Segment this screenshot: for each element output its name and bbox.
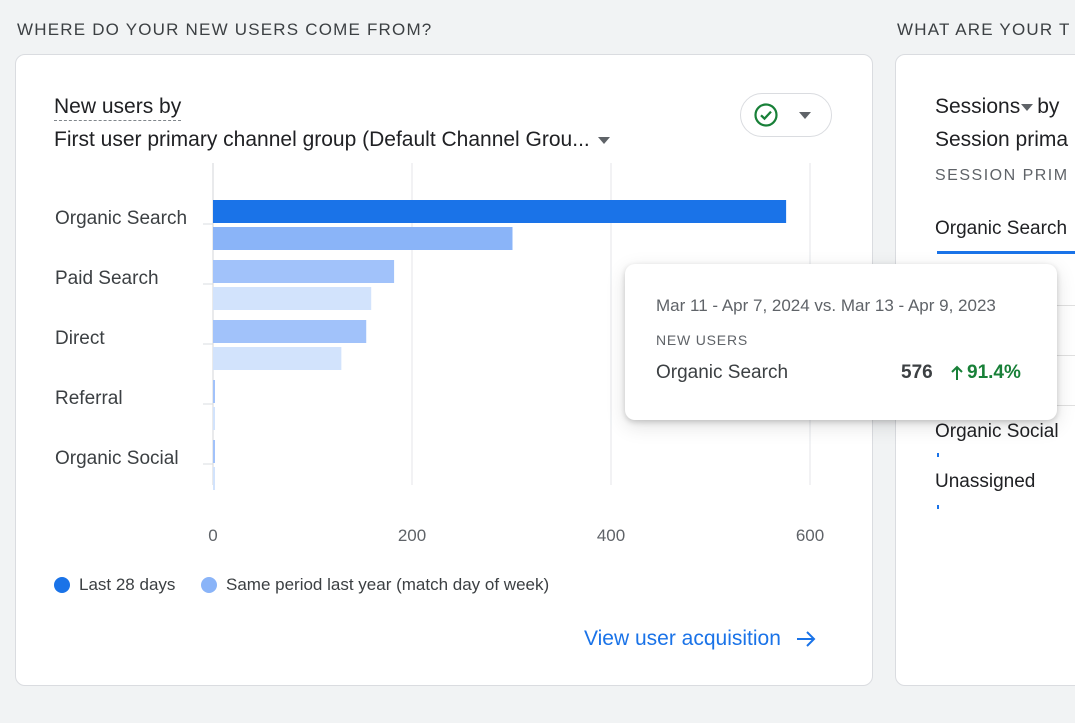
- legend-dot-icon: [201, 577, 217, 593]
- link-label: View user acquisition: [584, 627, 781, 650]
- legend-label: Same period last year (match day of week…: [226, 575, 550, 594]
- dimension-label: First user primary channel group (Defaul…: [54, 128, 590, 151]
- bar-previous: [213, 287, 372, 310]
- bar-previous: [213, 347, 342, 370]
- bar-current: [213, 200, 787, 223]
- view-user-acquisition-link[interactable]: View user acquisition: [584, 627, 817, 651]
- category-label: Organic Social: [55, 448, 179, 469]
- chevron-down-icon: [597, 136, 610, 144]
- x-tick-label: 600: [796, 526, 824, 545]
- bar-previous: [213, 407, 215, 430]
- category-label: Direct: [55, 328, 105, 349]
- list-item[interactable]: Unassigned: [935, 471, 1036, 492]
- bar-current: [213, 380, 215, 403]
- bar-previous: [213, 467, 215, 490]
- tooltip-date-range: Mar 11 - Apr 7, 2024 vs. Mar 13 - Apr 9,…: [656, 296, 996, 315]
- chevron-down-icon: [1021, 103, 1034, 111]
- tooltip-row-label: Organic Search: [656, 362, 789, 383]
- legend-item-previous[interactable]: Same period last year (match day of week…: [201, 575, 549, 595]
- sessions-metric-selector[interactable]: Sessions by: [935, 95, 1060, 118]
- bar-chart: 0 200 400 600 Organic Search Paid Search Direc…: [55, 163, 824, 545]
- section-title-traffic: WHAT ARE YOUR T: [897, 20, 1071, 39]
- mini-bar: [937, 505, 939, 509]
- mini-bar: [937, 453, 939, 457]
- comparison-toggle-button[interactable]: [740, 93, 832, 137]
- bar-current: [213, 260, 395, 283]
- x-tick-label: 400: [597, 526, 625, 545]
- check-circle-icon: [754, 103, 778, 127]
- legend-dot-icon: [54, 577, 70, 593]
- bar-current: [213, 320, 367, 343]
- row-divider: [1056, 405, 1075, 406]
- tooltip-metric: NEW USERS: [656, 332, 748, 348]
- tab-organic-search[interactable]: Organic Search: [935, 218, 1068, 239]
- list-item[interactable]: Organic Social: [935, 421, 1059, 442]
- category-label: Organic Search: [55, 208, 187, 229]
- card-title-metric[interactable]: New users by: [54, 95, 182, 121]
- selected-tab-indicator: [937, 251, 1075, 254]
- chevron-down-icon: [799, 112, 811, 119]
- x-tick-label: 0: [208, 526, 217, 545]
- section-title-new-users: WHERE DO YOUR NEW USERS COME FROM?: [17, 20, 433, 39]
- column-header[interactable]: SESSION PRIM: [935, 167, 1069, 184]
- category-label: Paid Search: [55, 268, 159, 289]
- category-label: Referral: [55, 388, 123, 409]
- row-divider: [1056, 305, 1075, 306]
- legend-item-current[interactable]: Last 28 days: [54, 575, 175, 595]
- arrow-up-icon: [951, 365, 963, 380]
- dimension-selector[interactable]: First user primary channel group (Defaul…: [54, 128, 610, 152]
- x-tick-label: 200: [398, 526, 426, 545]
- chart-tooltip: Mar 11 - Apr 7, 2024 vs. Mar 13 - Apr 9,…: [625, 264, 1057, 420]
- session-dimension-selector[interactable]: Session prima: [935, 128, 1069, 151]
- bar-previous: [213, 227, 513, 250]
- bar-current: [213, 440, 215, 463]
- tooltip-change-value: 91.4%: [967, 362, 1021, 383]
- tooltip-value: 576: [901, 362, 933, 383]
- legend-label: Last 28 days: [79, 575, 176, 594]
- row-divider: [1056, 355, 1075, 356]
- arrow-right-icon: [796, 631, 816, 647]
- tooltip-change: 91.4%: [951, 362, 1021, 384]
